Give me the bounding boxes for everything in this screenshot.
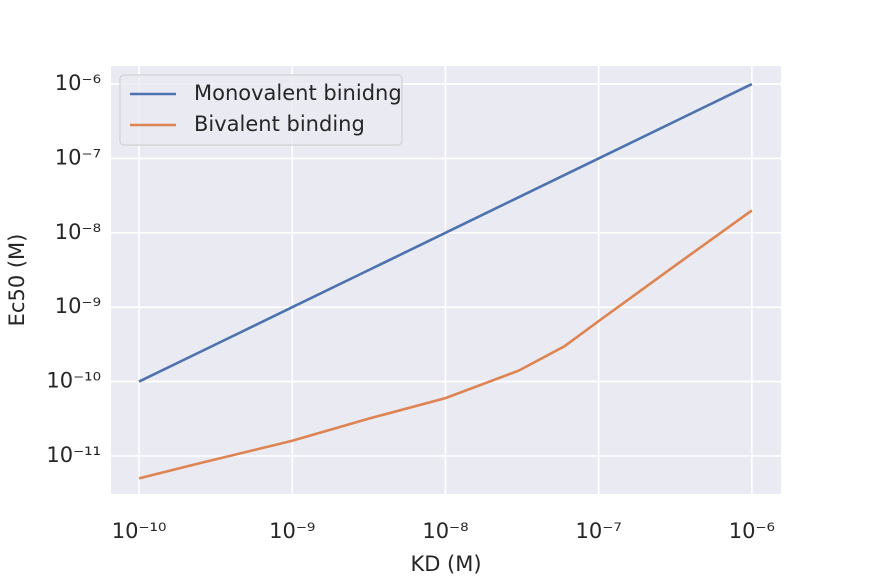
- legend-box: [119, 74, 403, 146]
- x-tick-label: 10⁻⁸: [422, 519, 468, 543]
- y-tick-label: 10⁻⁸: [55, 220, 101, 244]
- y-tick-label: 10⁻¹¹: [46, 443, 101, 467]
- legend-label: Bivalent binding: [194, 112, 365, 136]
- y-tick-label: 10⁻⁶: [55, 71, 101, 95]
- x-tick-label: 10⁻⁶: [729, 519, 775, 543]
- x-axis-label: KD (M): [410, 552, 481, 576]
- y-tick-label: 10⁻¹⁰: [46, 369, 101, 393]
- series-line: [138, 82, 753, 383]
- y-axis-label: Ec50 (M): [5, 234, 29, 327]
- x-tick-label: 10⁻¹⁰: [112, 519, 167, 543]
- y-tick-label: 10⁻⁷: [55, 145, 101, 169]
- x-tick-label: 10⁻⁷: [576, 519, 622, 543]
- y-tick-label: 10⁻⁹: [55, 294, 101, 318]
- series-line: [138, 209, 753, 480]
- legend-label: Monovalent binidng: [194, 81, 402, 105]
- x-tick-label: 10⁻⁹: [269, 519, 315, 543]
